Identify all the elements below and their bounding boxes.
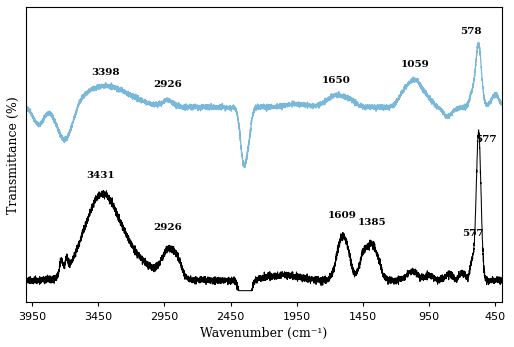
Text: 577: 577 — [462, 229, 484, 238]
Text: 1609: 1609 — [327, 211, 356, 220]
Text: 2926: 2926 — [153, 80, 182, 89]
X-axis label: Wavenumber (cm⁻¹): Wavenumber (cm⁻¹) — [200, 327, 327, 340]
Text: 578: 578 — [461, 27, 482, 36]
Text: 2926: 2926 — [153, 223, 182, 232]
Text: 3431: 3431 — [86, 171, 115, 180]
Text: 1650: 1650 — [322, 76, 351, 85]
Text: 1059: 1059 — [400, 60, 429, 69]
Text: 577: 577 — [475, 135, 497, 144]
Text: 1385: 1385 — [357, 218, 386, 227]
Text: 3398: 3398 — [91, 68, 119, 77]
Y-axis label: Transmittance (%): Transmittance (%) — [7, 96, 20, 214]
